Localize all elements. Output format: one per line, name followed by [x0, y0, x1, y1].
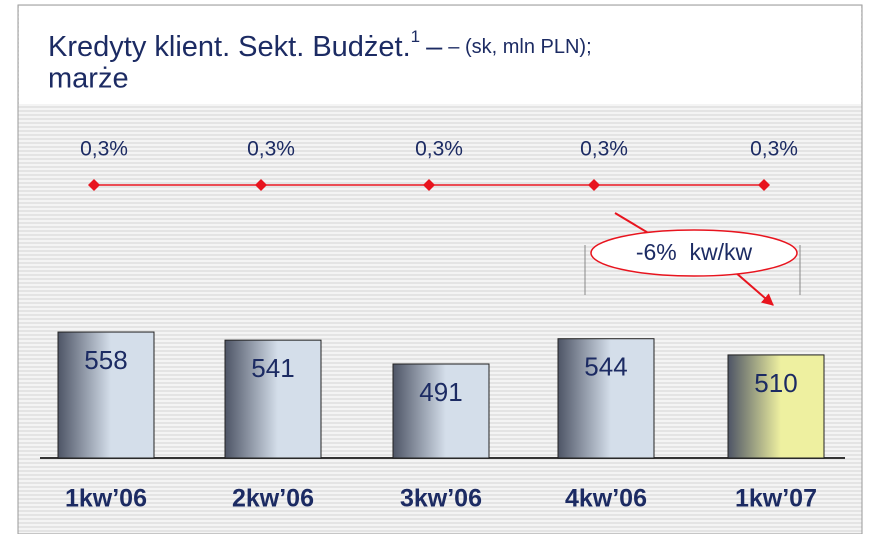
x-tick-label: 3kw’06: [400, 485, 482, 513]
bar: [57, 331, 155, 459]
bar-label: 541: [251, 353, 294, 383]
margin-label: 0,3%: [80, 138, 128, 161]
margin-label: 0,3%: [580, 138, 628, 161]
x-tick-label: 1kw’07: [735, 485, 817, 513]
x-tick-label: 1kw’06: [65, 485, 147, 513]
bar: [392, 363, 490, 459]
margin-marker: [423, 179, 435, 191]
bar-label: 558: [84, 345, 127, 375]
margin-marker: [758, 179, 770, 191]
margin-marker: [255, 179, 267, 191]
margin-label: 0,3%: [247, 138, 295, 161]
bar: [224, 339, 322, 459]
margin-marker: [588, 179, 600, 191]
annotation-bubble: [590, 229, 798, 277]
annotation: -6% kw/kw: [636, 239, 753, 265]
x-tick-label: 4kw’06: [565, 485, 647, 513]
bar: [557, 338, 655, 459]
bar-label: 544: [584, 352, 627, 382]
chart-title-line2: marże: [48, 63, 129, 95]
bar-label: 510: [754, 368, 797, 398]
bar-label: 491: [419, 377, 462, 407]
x-tick-label: 2kw’06: [232, 485, 314, 513]
chart-title: Kredyty klient. Sekt. Budżet.1– – (sk, ml…: [48, 27, 592, 62]
margin-label: 0,3%: [750, 138, 798, 161]
arrow: [734, 271, 774, 306]
margin-marker: [88, 179, 100, 191]
title-area: [19, 6, 861, 104]
bar: [727, 354, 825, 459]
margin-label: 0,3%: [415, 138, 463, 161]
